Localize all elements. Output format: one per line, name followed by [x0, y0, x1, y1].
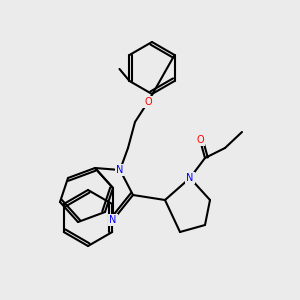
Text: N: N: [109, 215, 117, 225]
Text: O: O: [144, 97, 152, 107]
Text: N: N: [186, 173, 194, 183]
Text: N: N: [116, 165, 124, 175]
Text: O: O: [196, 135, 204, 145]
